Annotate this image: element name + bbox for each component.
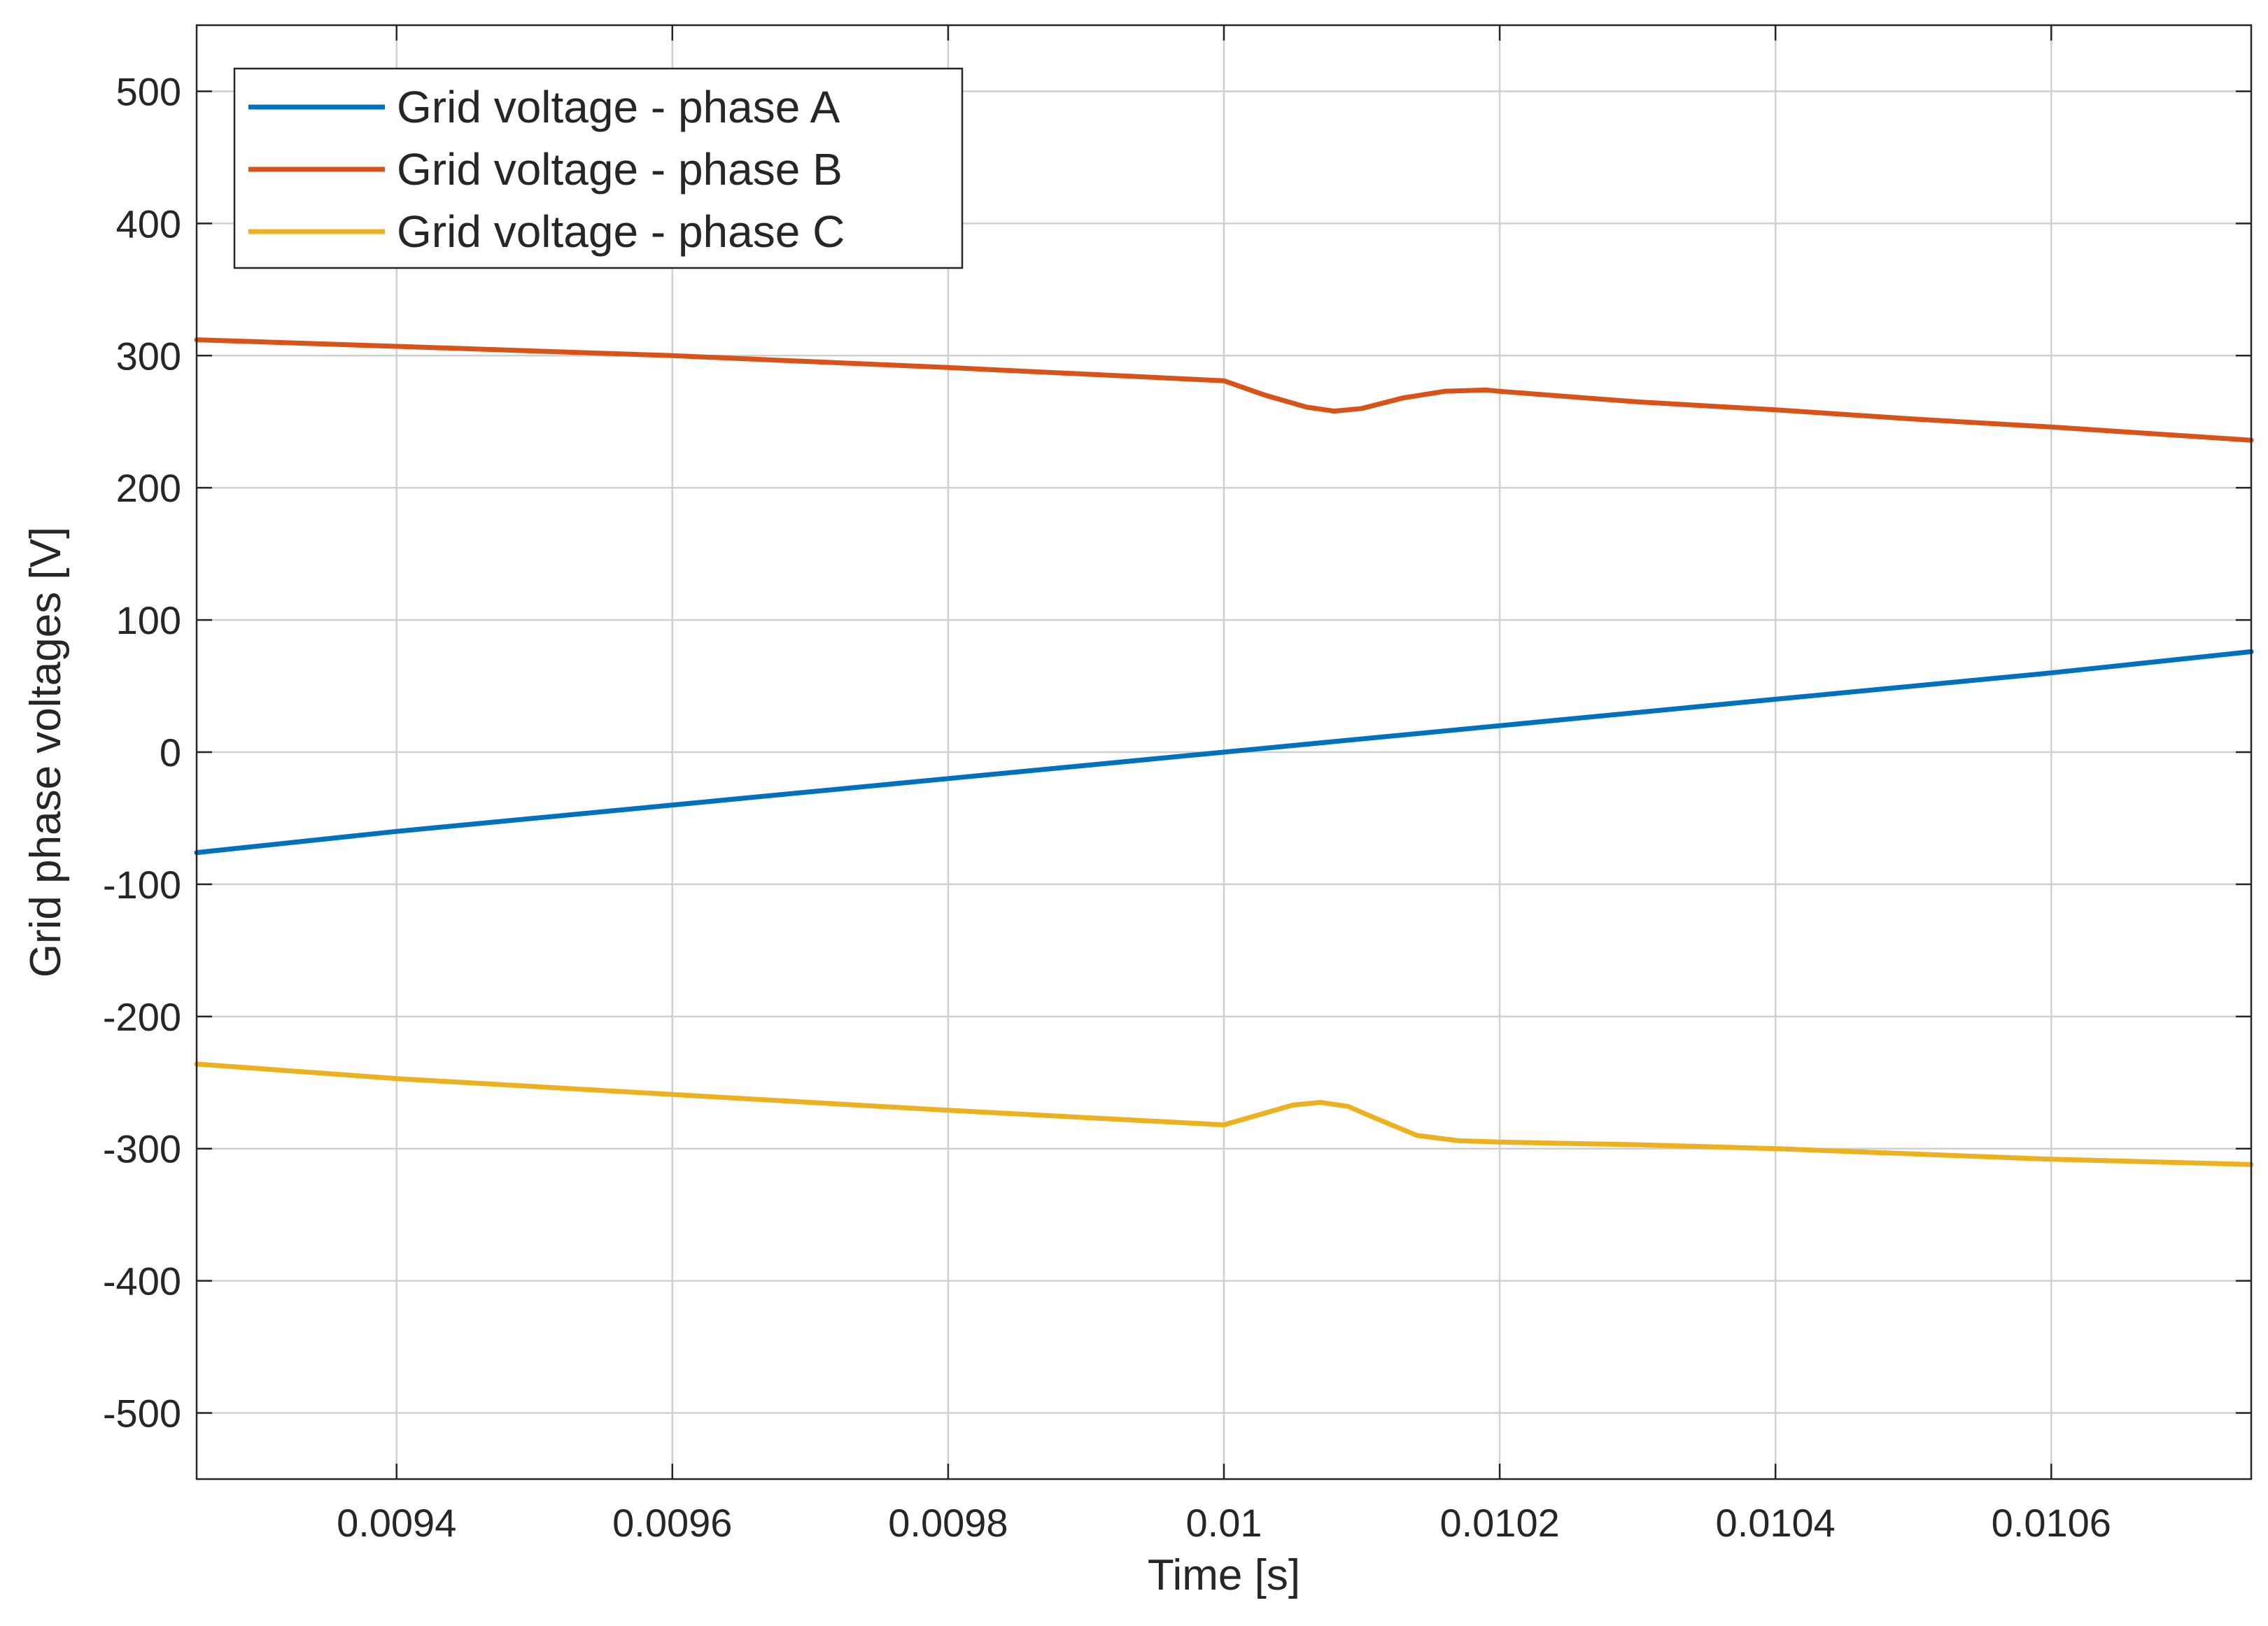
x-tick-label: 0.0106 (1992, 1501, 2111, 1545)
x-axis-label: Time [s] (1148, 1551, 1300, 1599)
y-tick-label: -300 (103, 1127, 181, 1171)
y-tick-label: 500 (116, 69, 181, 113)
y-tick-label: -400 (103, 1259, 181, 1303)
y-tick-label: 400 (116, 202, 181, 246)
grid (197, 25, 2251, 1479)
x-tick-label: 0.0096 (612, 1501, 732, 1545)
legend-label-2: Grid voltage - phase B (397, 144, 843, 195)
legend-label-3: Grid voltage - phase C (397, 206, 845, 257)
legend-label-1: Grid voltage - phase A (397, 82, 840, 132)
legend: Grid voltage - phase A Grid voltage - pha… (233, 67, 964, 269)
x-tick-label: 0.0094 (337, 1501, 456, 1545)
series-line-1 (194, 649, 2254, 856)
y-axis-ticks: 500 400 300 200 100 0 -100 -200 -300 -400 -500 (103, 69, 2251, 1436)
x-tick-label: 0.0098 (888, 1501, 1008, 1545)
x-axis-ticks: 0.0094 0.0096 0.0098 0.01 0.0102 0.0104 0.0106 (337, 25, 2111, 1545)
series-line-2 (194, 337, 2254, 443)
y-tick-label: 0 (160, 730, 181, 775)
series-lines (194, 337, 2254, 1167)
y-tick-label: -200 (103, 995, 181, 1039)
y-tick-label: -100 (103, 863, 181, 907)
x-tick-label: 0.0102 (1439, 1501, 1559, 1545)
y-tick-label: 300 (116, 334, 181, 378)
y-tick-label: 200 (116, 466, 181, 510)
x-tick-label: 0.0104 (1716, 1501, 1836, 1545)
y-tick-label: 100 (116, 598, 181, 642)
y-tick-label: -500 (103, 1392, 181, 1436)
y-axis-label: Grid phase voltages [V] (22, 527, 70, 977)
series-line-3 (194, 1061, 2254, 1167)
x-tick-label: 0.01 (1186, 1501, 1262, 1545)
